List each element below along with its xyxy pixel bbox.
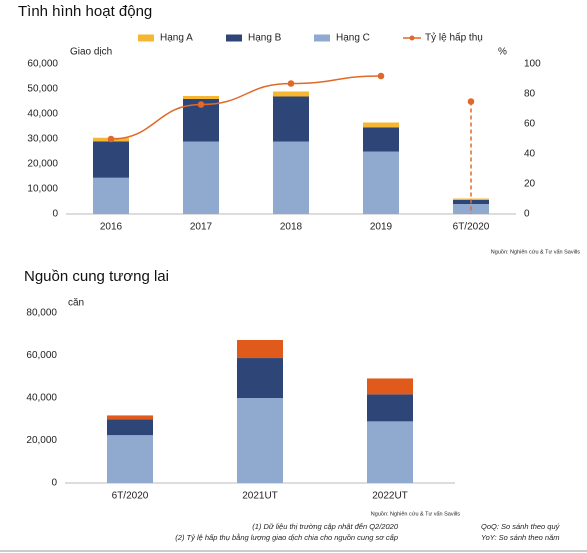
bar-segment [273,91,309,97]
chart-title: Nguồn cung tương lai [24,268,169,285]
y2-axis-label: % [498,47,507,58]
bar-segment [183,96,219,99]
y2-tick-label: 80 [524,89,536,100]
legend-label: Hạng B [248,33,282,44]
bar-segment [273,141,309,214]
bar-segment [363,151,399,214]
y2-tick-label: 40 [524,149,536,160]
bar-segment [237,358,283,398]
x-tick-label: 2019 [370,222,393,233]
legend-swatch [409,35,415,41]
x-tick-label: 2018 [280,222,303,233]
y-tick-label: 0 [52,209,58,220]
y2-tick-label: 0 [524,209,530,220]
y-tick-label: 30,000 [27,134,58,145]
bar-segment [367,421,413,483]
y-tick-label: 20,000 [26,435,57,446]
x-tick-label: 6T/2020 [453,222,490,233]
bar-segment [107,419,153,436]
footnote: (1) Dữ liệu thị trường cập nhật đến Q2/2… [252,522,399,531]
y-tick-label: 80,000 [26,308,57,319]
y-tick-label: 20,000 [27,159,58,170]
bar-segment [367,378,413,395]
legend-label: Hạng C [336,33,370,44]
bar-segment [93,141,129,178]
line-point [467,98,475,105]
footnote: YoY: So sánh theo năm [481,533,560,542]
bar-segment [367,394,413,422]
chart-title: Tình hình hoạt động [18,3,152,20]
source: Nguồn: Nghiên cứu & Tư vấn Savills [491,249,580,255]
legend-swatch [226,34,242,42]
y-tick-label: 40,000 [26,393,57,404]
y-tick-label: 0 [51,478,57,489]
bar-segment [363,122,399,128]
line-point [197,101,205,108]
line-point [107,135,115,143]
y-tick-label: 10,000 [27,184,58,195]
footnote: (2) Tỷ lệ hấp thụ bằng lượng giao dịch c… [175,533,398,542]
bar-segment [93,177,129,214]
y-tick-label: 50,000 [27,84,58,95]
bar-segment [183,141,219,214]
y-axis-label: căn [68,298,84,309]
bar-segment [273,96,309,142]
x-tick-label: 2016 [100,222,123,233]
bar-segment [453,198,489,200]
bar-segment [107,435,153,483]
legend-label: Tỷ lệ hấp thụ [425,32,483,44]
bar-segment [237,398,283,483]
line-point [287,80,295,87]
bar-segment [237,339,283,359]
x-tick-label: 2017 [190,222,213,233]
source: Nguồn: Nghiên cứu & Tư vấn Savills [371,511,460,517]
y-tick-label: 60,000 [26,350,57,361]
x-tick-label: 2022UT [372,491,408,502]
y-axis-label: Giao dịch [70,47,112,58]
y2-tick-label: 100 [524,59,541,70]
y-tick-label: 60,000 [27,59,58,70]
line [110,75,382,140]
y-tick-label: 40,000 [27,109,58,120]
line-point [377,72,385,80]
bar-segment [363,127,399,152]
legend-label: Hạng A [160,33,193,44]
x-tick-label: 6T/2020 [112,491,149,502]
y2-tick-label: 20 [524,179,536,190]
bar-segment [107,415,153,420]
footnote: QoQ: So sánh theo quý [481,522,561,531]
legend-swatch [138,34,154,42]
legend-swatch [314,34,330,42]
y2-tick-label: 60 [524,119,536,130]
x-tick-label: 2021UT [242,491,278,502]
